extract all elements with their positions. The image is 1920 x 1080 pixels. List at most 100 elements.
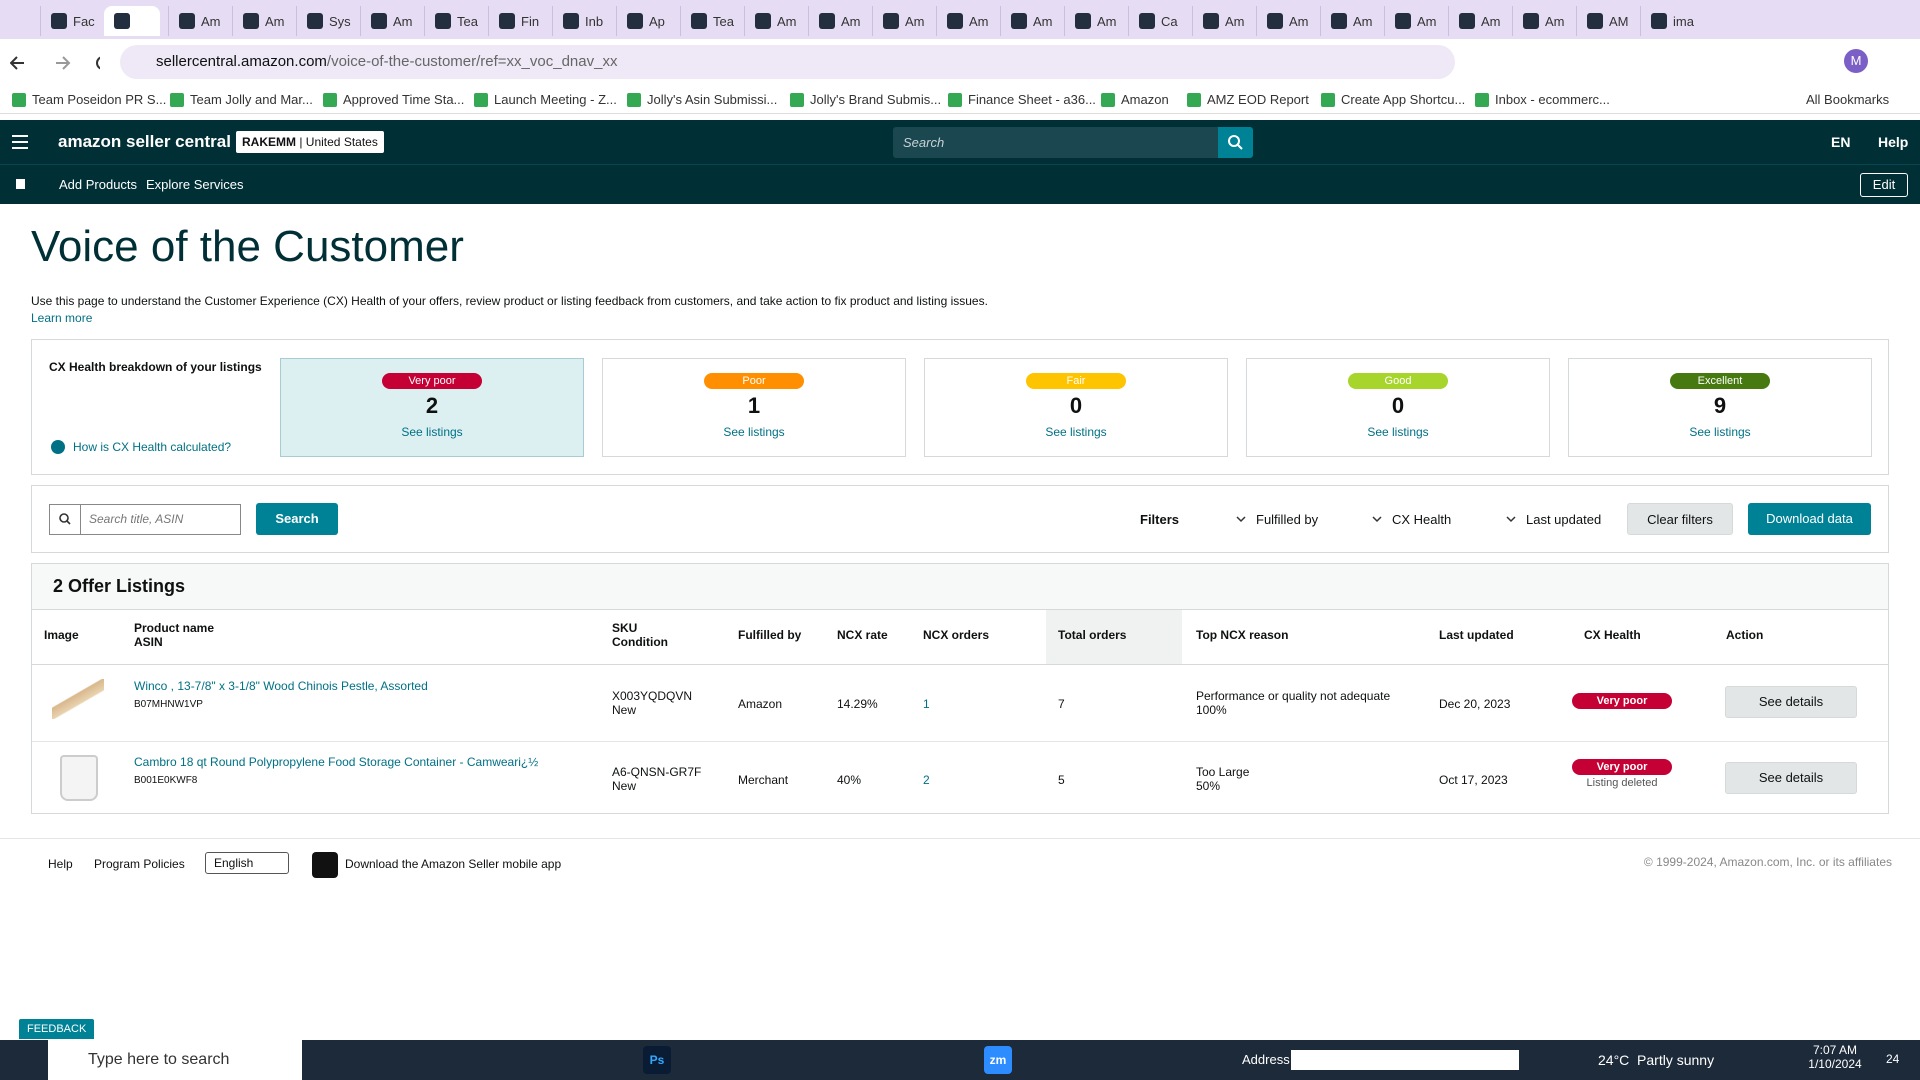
active-tab[interactable]: [104, 6, 160, 36]
app-link[interactable]: Download the Amazon Seller mobile app: [345, 857, 562, 871]
help[interactable]: Help: [1878, 134, 1909, 150]
tab[interactable]: Am: [1256, 6, 1318, 36]
header-search[interactable]: Search: [893, 127, 1218, 158]
taskbar-search[interactable]: Type here to search: [48, 1040, 302, 1080]
profile[interactable]: M: [1844, 49, 1868, 73]
cell-name[interactable]: Winco , 13-7/8" x 3-1/8" Wood Chinois Pe…: [134, 679, 428, 710]
bookmark[interactable]: Finance Sheet - a36...: [948, 92, 1096, 107]
filter-dropdown[interactable]: Fulfilled by: [1236, 512, 1318, 527]
see-details[interactable]: See details: [1725, 686, 1857, 718]
bookmark-title: Jolly's Brand Submis...: [810, 92, 942, 107]
cx-link[interactable]: See listings: [1689, 425, 1751, 439]
cx-help-link[interactable]: How is CX Health calculated?: [73, 440, 232, 454]
tab[interactable]: ima: [1640, 6, 1702, 36]
language[interactable]: EN: [1831, 134, 1851, 150]
tab[interactable]: Am: [1320, 6, 1382, 36]
cx-card[interactable]: Excellent 9 See listings: [1568, 358, 1872, 457]
account-switcher[interactable]: RAKEMM | United States: [236, 131, 384, 153]
zoom[interactable]: zm: [984, 1046, 1012, 1074]
tab[interactable]: Fin: [488, 6, 550, 36]
clock[interactable]: 7:07 AM 1/10/2024: [1807, 1043, 1863, 1071]
tab[interactable]: AM: [1576, 6, 1638, 36]
tab[interactable]: Am: [1064, 6, 1126, 36]
content: Voice of the Customer Use this page to u…: [31, 222, 1889, 325]
bookmark[interactable]: AMZ EOD Report: [1187, 92, 1309, 107]
cx-link[interactable]: See listings: [401, 425, 463, 439]
tab[interactable]: Am: [936, 6, 998, 36]
see-details[interactable]: See details: [1725, 762, 1857, 794]
bookmark[interactable]: Jolly's Asin Submissi...: [627, 92, 777, 107]
bookmark[interactable]: Launch Meeting - Z...: [474, 92, 617, 107]
tab[interactable]: Am: [872, 6, 934, 36]
column-header[interactable]: Top NCX reason: [1196, 628, 1288, 642]
edit-button[interactable]: Edit: [1860, 173, 1908, 197]
filter-dropdown[interactable]: Last updated: [1506, 512, 1601, 527]
bookmark[interactable]: Create App Shortcu...: [1321, 92, 1465, 107]
tab[interactable]: Fac: [40, 6, 102, 36]
weather[interactable]: 24°C Partly sunny: [1598, 1052, 1715, 1068]
tab[interactable]: Am: [1384, 6, 1446, 36]
column-header[interactable]: NCX orders: [923, 628, 989, 642]
tab[interactable]: Am: [808, 6, 870, 36]
address-input[interactable]: [1291, 1050, 1519, 1070]
footer-link[interactable]: Help: [48, 857, 73, 871]
bookmark[interactable]: Amazon: [1101, 92, 1169, 107]
bookmark[interactable]: Team Jolly and Mar...: [170, 92, 313, 107]
logo[interactable]: amazon seller central: [58, 132, 231, 151]
cx-card[interactable]: Good 0 See listings: [1246, 358, 1550, 457]
feedback[interactable]: FEEDBACK: [19, 1019, 95, 1039]
cell-name[interactable]: Cambro 18 qt Round Polypropylene Food St…: [134, 755, 538, 786]
tab[interactable]: Ap: [616, 6, 678, 36]
bookmark[interactable]: Team Poseidon PR S...: [12, 92, 166, 107]
filter-dropdown[interactable]: CX Health: [1372, 512, 1451, 527]
tab[interactable]: Tea: [680, 6, 742, 36]
tab[interactable]: Tea: [424, 6, 486, 36]
cell-ncx-orders[interactable]: 2: [923, 773, 930, 787]
tab[interactable]: Am: [232, 6, 294, 36]
search-input[interactable]: Search title, ASIN: [80, 504, 241, 535]
learn-more[interactable]: Learn more: [31, 311, 93, 325]
bookmark-icon[interactable]: [16, 179, 25, 189]
tab[interactable]: Am: [744, 6, 806, 36]
tab-title: Am: [1097, 13, 1117, 29]
header-search-button[interactable]: [1218, 127, 1253, 158]
nav-link[interactable]: Add Products: [59, 177, 138, 192]
all-bookmarks[interactable]: All Bookmarks: [1806, 92, 1890, 107]
footer-link[interactable]: Program Policies: [94, 857, 185, 871]
download-data[interactable]: Download data: [1748, 503, 1871, 535]
cx-card[interactable]: Very poor 2 See listings: [280, 358, 584, 457]
cx-card[interactable]: Poor 1 See listings: [602, 358, 906, 457]
address-bar[interactable]: sellercentral.amazon.com/voice-of-the-cu…: [120, 45, 1455, 79]
tab-icon: [51, 13, 67, 29]
clear-filters[interactable]: Clear filters: [1627, 503, 1733, 535]
cx-link[interactable]: See listings: [1045, 425, 1107, 439]
cx-help[interactable]: How is CX Health calculated?: [51, 440, 231, 454]
tab[interactable]: Inb: [552, 6, 614, 36]
cx-link[interactable]: See listings: [1367, 425, 1429, 439]
nav-buttons[interactable]: [10, 51, 100, 75]
tab[interactable]: Am: [360, 6, 422, 36]
language-select[interactable]: English: [205, 852, 289, 874]
tab[interactable]: Am: [1192, 6, 1254, 36]
tab[interactable]: Am: [1448, 6, 1510, 36]
column-header[interactable]: Last updated: [1439, 628, 1514, 642]
bookmark[interactable]: Inbox - ecommerc...: [1475, 92, 1610, 107]
menu-icon[interactable]: [12, 134, 30, 150]
tab[interactable]: Ca: [1128, 6, 1190, 36]
cx-link[interactable]: See listings: [723, 425, 785, 439]
tab[interactable]: Sys: [296, 6, 358, 36]
cx-card[interactable]: Fair 0 See listings: [924, 358, 1228, 457]
column-header[interactable]: Total orders: [1058, 628, 1126, 642]
bookmark-title: Approved Time Sta...: [343, 92, 465, 107]
notifications[interactable]: 24: [1886, 1052, 1900, 1066]
tab[interactable]: Am: [168, 6, 230, 36]
bookmark[interactable]: Jolly's Brand Submis...: [790, 92, 941, 107]
search-button[interactable]: Search: [256, 503, 338, 535]
tab[interactable]: Am: [1512, 6, 1574, 36]
tab[interactable]: Am: [1000, 6, 1062, 36]
bookmark[interactable]: Approved Time Sta...: [323, 92, 464, 107]
cell-ncx-orders[interactable]: 1: [923, 697, 930, 711]
column-header[interactable]: CX Health: [1584, 628, 1641, 642]
photoshop[interactable]: Ps: [643, 1046, 671, 1074]
nav-link[interactable]: Explore Services: [146, 177, 244, 192]
